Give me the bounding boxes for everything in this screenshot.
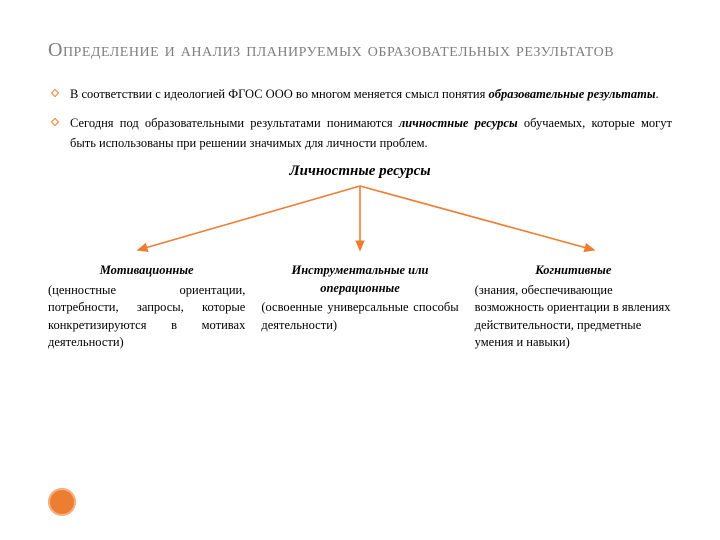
slide-title: Определение и анализ планируемых образов… — [48, 38, 672, 63]
bullet-item: В соответствии с идеологией ФГОС ООО во … — [48, 85, 672, 104]
bullet-text-em: личностные ресурсы — [399, 116, 518, 130]
bullet-text-suffix: . — [656, 87, 659, 101]
bullet-item: Сегодня под образовательными результатам… — [48, 114, 672, 153]
diagram-columns: Мотивационные (ценностные ориентации, по… — [48, 262, 672, 352]
branch-desc: (ценностные ориентации, потребности, зап… — [48, 282, 245, 352]
slide: Определение и анализ планируемых образов… — [0, 0, 720, 540]
decorative-circle-icon — [48, 488, 76, 516]
branch-desc: (освоенные универсальные способы деятель… — [261, 299, 458, 334]
bullet-text-prefix: В соответствии с идеологией ФГОС ООО во … — [70, 87, 488, 101]
diagram-arrows — [48, 180, 672, 258]
branch-cognitive: Когнитивные (знания, обеспечивающие возм… — [475, 262, 672, 352]
branch-desc: (знания, обеспечивающие возможность орие… — [475, 282, 672, 352]
diagram-root-label: Личностные ресурсы — [48, 163, 672, 180]
branch-head: Мотивационные — [48, 262, 245, 280]
branch-instrumental: Инструментальные или операционные (освое… — [261, 262, 458, 352]
branch-motivational: Мотивационные (ценностные ориентации, по… — [48, 262, 245, 352]
bullet-list: В соответствии с идеологией ФГОС ООО во … — [48, 85, 672, 153]
branch-head: Когнитивные — [475, 262, 672, 280]
bullet-text-prefix: Сегодня под образовательными результатам… — [70, 116, 399, 130]
branch-head: Инструментальные или операционные — [261, 262, 458, 297]
bullet-text-em: образовательные результаты — [488, 87, 655, 101]
